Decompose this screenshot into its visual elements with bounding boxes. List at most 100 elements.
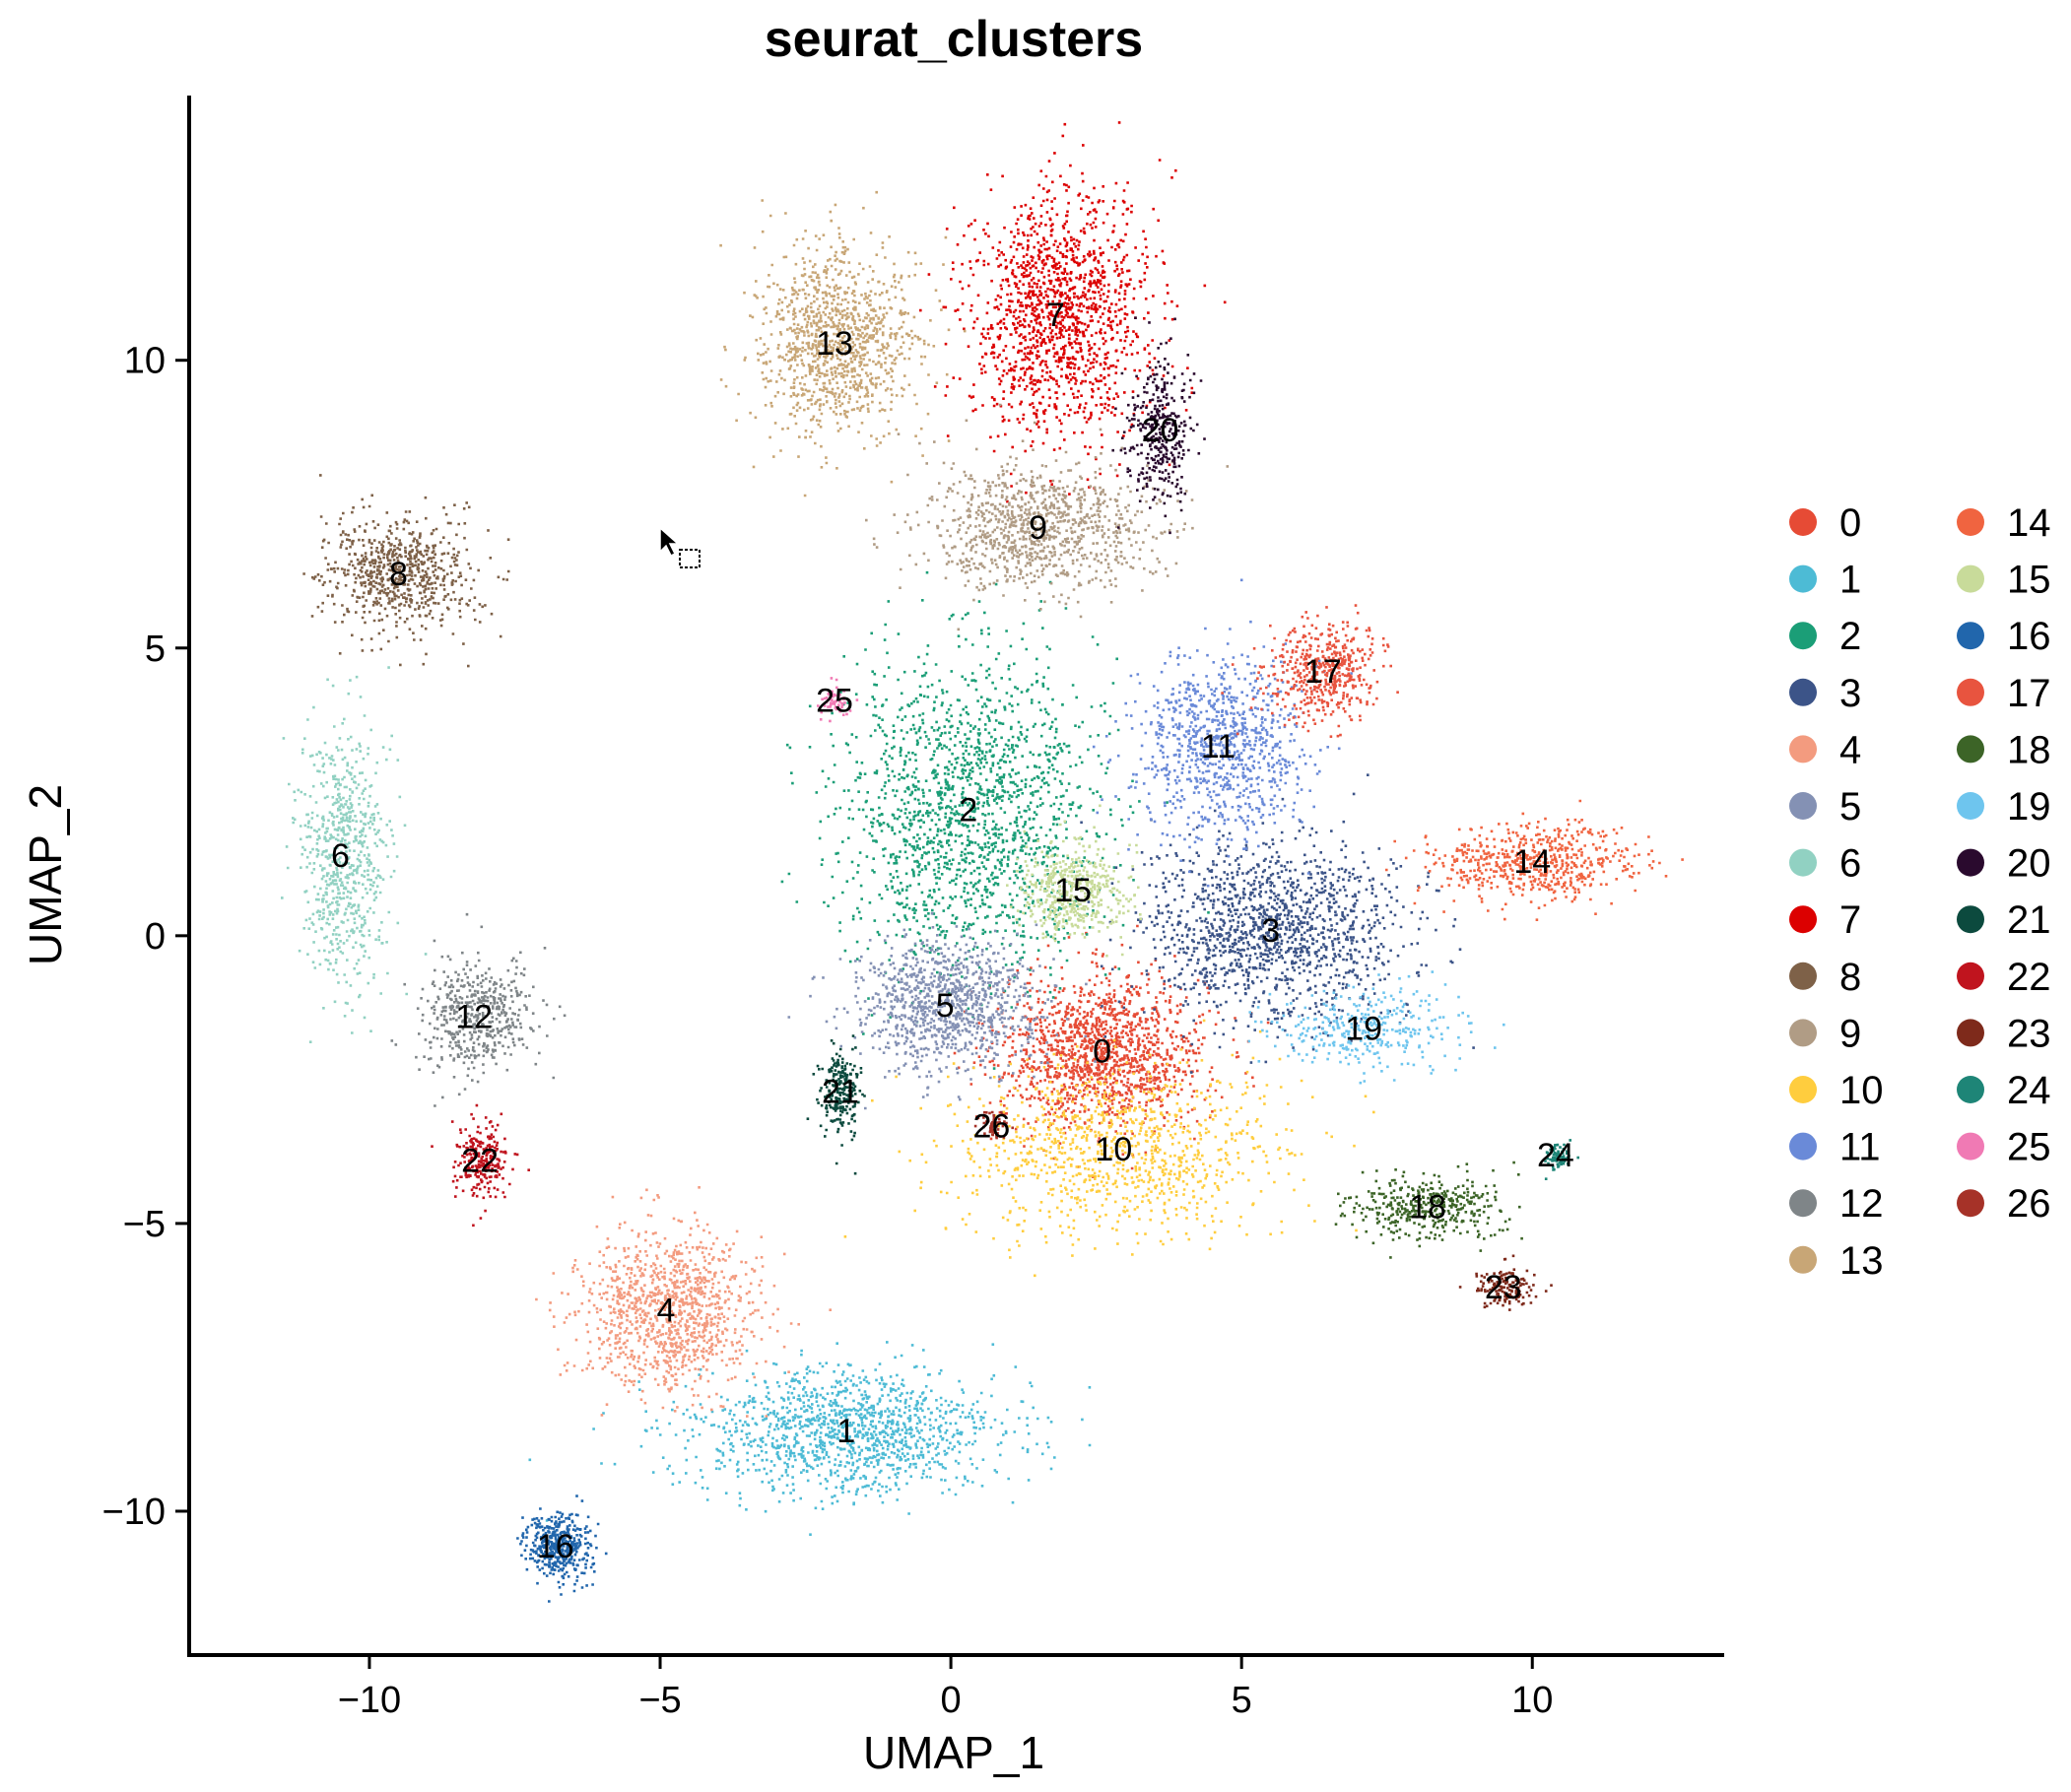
legend-item-7: 7 bbox=[1789, 898, 1861, 942]
cluster-label-19: 19 bbox=[1345, 1010, 1382, 1047]
legend-item-14: 14 bbox=[1957, 501, 2051, 545]
legend-swatch-1 bbox=[1789, 564, 1817, 593]
legend-label-20: 20 bbox=[2007, 842, 2051, 886]
cluster-6-points bbox=[281, 666, 428, 1043]
cluster-label-15: 15 bbox=[1054, 872, 1092, 909]
cluster-label-3: 3 bbox=[1261, 912, 1280, 950]
legend-item-11: 11 bbox=[1789, 1126, 1881, 1169]
x-tick-label: 10 bbox=[1511, 1680, 1553, 1721]
cluster-18-point-cloud bbox=[1334, 1161, 1523, 1259]
cluster-23-points bbox=[1458, 1254, 1553, 1311]
cluster-14-point-cloud bbox=[1385, 799, 1684, 921]
legend-label-0: 0 bbox=[1839, 501, 1861, 545]
cluster-12-points bbox=[390, 912, 567, 1107]
cluster-25-points bbox=[817, 677, 859, 723]
cluster-11-point-cloud bbox=[1092, 578, 1353, 888]
legend-label-22: 22 bbox=[2007, 956, 2051, 999]
cluster-16-point-cloud bbox=[516, 1494, 608, 1603]
cluster-8-points bbox=[302, 474, 510, 668]
cluster-label-14: 14 bbox=[1513, 843, 1551, 881]
cluster-label-17: 17 bbox=[1304, 653, 1342, 691]
cluster-14-points bbox=[1385, 799, 1684, 921]
legend-label-26: 26 bbox=[2007, 1182, 2051, 1226]
cluster-12-point-cloud bbox=[390, 912, 567, 1107]
mouse-cursor-icon bbox=[659, 526, 701, 568]
cluster-label-24: 24 bbox=[1537, 1137, 1574, 1174]
legend-item-18: 18 bbox=[1957, 728, 2051, 771]
cluster-21-point-cloud bbox=[806, 1034, 866, 1175]
cluster-label-12: 12 bbox=[455, 999, 493, 1036]
legend-label-12: 12 bbox=[1839, 1182, 1884, 1226]
legend-label-15: 15 bbox=[2007, 559, 2051, 602]
cluster-6-point-cloud bbox=[281, 666, 428, 1043]
cluster-3-point-cloud bbox=[1080, 773, 1475, 1074]
cluster-13-points bbox=[719, 190, 967, 498]
legend-label-1: 1 bbox=[1839, 559, 1861, 602]
cluster-26-point-cloud bbox=[973, 1110, 1014, 1140]
cluster-label-13: 13 bbox=[816, 325, 853, 363]
x-tick-label: −5 bbox=[638, 1680, 681, 1721]
cluster-0-point-cloud bbox=[953, 924, 1270, 1178]
cluster-25-point-cloud bbox=[817, 677, 859, 723]
legend-item-4: 4 bbox=[1789, 728, 1861, 771]
legend-swatch-26 bbox=[1957, 1189, 1984, 1218]
legend-item-17: 17 bbox=[1957, 672, 2051, 715]
legend-item-6: 6 bbox=[1789, 842, 1861, 886]
legend-label-3: 3 bbox=[1839, 672, 1861, 715]
chart-title: seurat_clusters bbox=[765, 11, 1143, 68]
legend-swatch-5 bbox=[1789, 792, 1817, 820]
cluster-22-point-cloud bbox=[431, 1103, 530, 1228]
cluster-label-5: 5 bbox=[936, 987, 955, 1025]
points-layer bbox=[281, 121, 1684, 1603]
legend-label-6: 6 bbox=[1839, 842, 1861, 886]
legend-swatch-11 bbox=[1789, 1132, 1817, 1161]
legend-swatch-19 bbox=[1957, 792, 1984, 820]
legend-swatch-18 bbox=[1957, 735, 1984, 763]
legend-label-25: 25 bbox=[2007, 1126, 2051, 1169]
legend-label-24: 24 bbox=[2007, 1069, 2051, 1112]
cluster-label-10: 10 bbox=[1095, 1131, 1132, 1168]
legend-label-18: 18 bbox=[2007, 728, 2051, 771]
x-tick-label: −10 bbox=[338, 1680, 401, 1721]
legend-swatch-16 bbox=[1957, 622, 1984, 650]
cluster-17-points bbox=[1221, 604, 1399, 738]
cluster-label-18: 18 bbox=[1409, 1188, 1446, 1226]
cluster-label-0: 0 bbox=[1093, 1033, 1111, 1071]
legend-item-13: 13 bbox=[1789, 1239, 1884, 1283]
cluster-label-22: 22 bbox=[461, 1143, 499, 1180]
legend-label-11: 11 bbox=[1839, 1126, 1881, 1169]
legend-swatch-4 bbox=[1789, 735, 1817, 763]
legend-item-5: 5 bbox=[1789, 785, 1861, 829]
x-tick-label: 0 bbox=[941, 1680, 962, 1721]
cluster-label-6: 6 bbox=[331, 837, 350, 875]
cluster-1-points bbox=[528, 1341, 1092, 1536]
cluster-8-point-cloud bbox=[302, 474, 510, 668]
y-axis-title: UMAP_2 bbox=[20, 784, 71, 965]
cluster-label-4: 4 bbox=[656, 1293, 675, 1330]
cluster-label-25: 25 bbox=[816, 682, 853, 719]
legend-swatch-10 bbox=[1789, 1076, 1817, 1103]
legend-swatch-8 bbox=[1789, 962, 1817, 990]
legend-item-19: 19 bbox=[1957, 785, 2051, 829]
cluster-label-11: 11 bbox=[1201, 728, 1236, 765]
y-tick-label: −10 bbox=[102, 1492, 166, 1533]
legend-item-10: 10 bbox=[1789, 1069, 1884, 1112]
cluster-16-points bbox=[516, 1494, 608, 1603]
legend-label-14: 14 bbox=[2007, 501, 2051, 545]
cluster-23-point-cloud bbox=[1458, 1254, 1553, 1311]
y-tick-label: 0 bbox=[145, 916, 166, 958]
cluster-label-16: 16 bbox=[537, 1528, 574, 1565]
legend-swatch-6 bbox=[1789, 848, 1817, 877]
legend-item-3: 3 bbox=[1789, 672, 1861, 715]
cluster-11-points bbox=[1092, 578, 1353, 888]
cluster-24-points bbox=[1544, 1139, 1579, 1180]
legend-item-23: 23 bbox=[1957, 1012, 2051, 1055]
cluster-label-23: 23 bbox=[1485, 1269, 1522, 1306]
legend-label-21: 21 bbox=[2007, 898, 2051, 942]
legend-swatch-21 bbox=[1957, 905, 1984, 934]
legend-item-25: 25 bbox=[1957, 1126, 2051, 1169]
legend-item-12: 12 bbox=[1789, 1182, 1884, 1226]
legend-label-17: 17 bbox=[2007, 672, 2051, 715]
